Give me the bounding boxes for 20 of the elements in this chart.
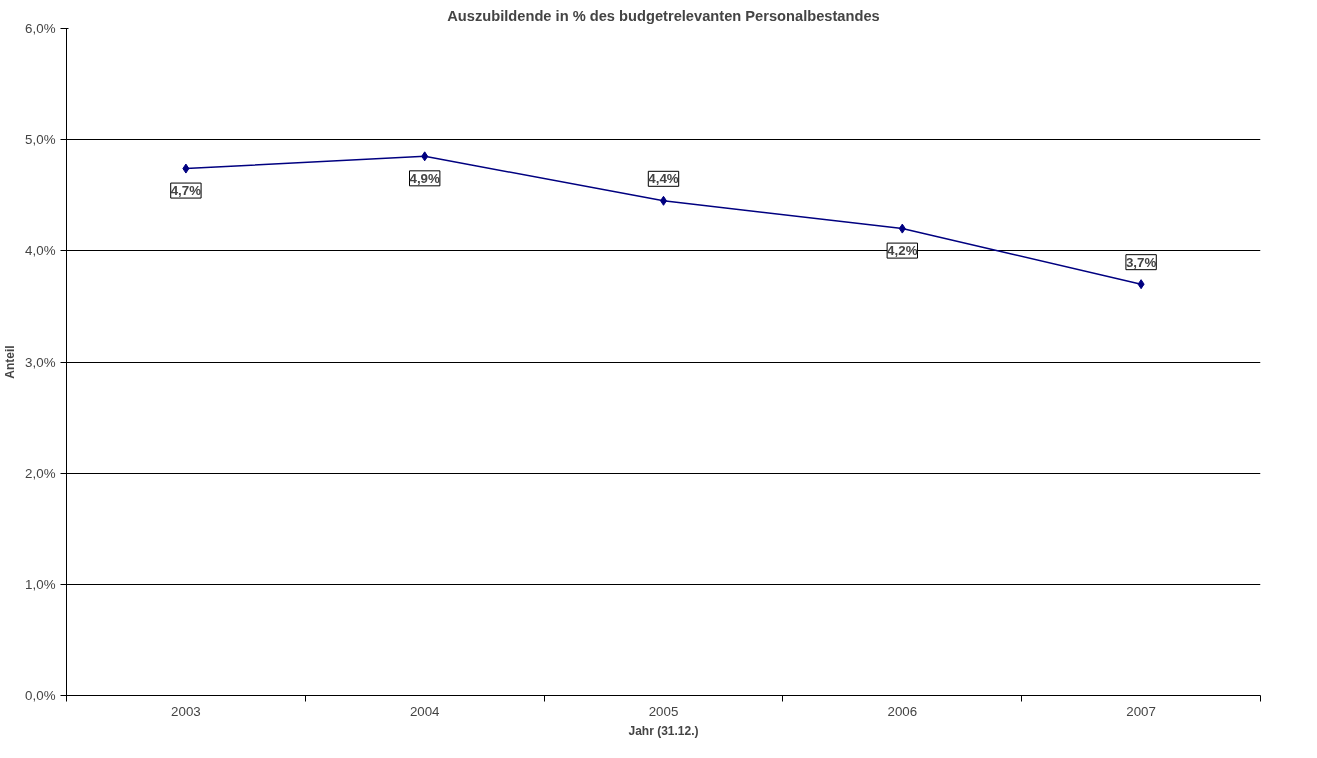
point — [421, 151, 429, 162]
y-tick-label: 5,0% — [25, 132, 56, 148]
point — [898, 223, 906, 234]
x-tick-label: 2007 — [1126, 703, 1156, 719]
y-tick-label: 1,0% — [25, 576, 56, 592]
x-tick-label: 2003 — [171, 703, 201, 719]
y-tick-label: 6,0% — [25, 21, 56, 36]
x-tick-label: 2006 — [887, 703, 918, 719]
point — [1137, 279, 1145, 290]
data-label: 3,7% — [1125, 254, 1157, 270]
y-axis-title: Anteil — [3, 345, 18, 379]
y-tick-label: 3,0% — [25, 354, 56, 370]
y-tick-label: 2,0% — [25, 465, 56, 481]
x-axis-title: Jahr (31.12.) — [628, 723, 699, 738]
x-tick-label: 2005 — [648, 703, 679, 719]
x-tick-label: 2004 — [409, 703, 441, 719]
chart-title: Auszubildende in % des budgetrelevanten Personalbestandes — [447, 7, 880, 24]
y-tick-label: 4,0% — [25, 243, 56, 259]
y-tick-label: 0,0% — [25, 688, 56, 703]
point — [182, 163, 190, 174]
